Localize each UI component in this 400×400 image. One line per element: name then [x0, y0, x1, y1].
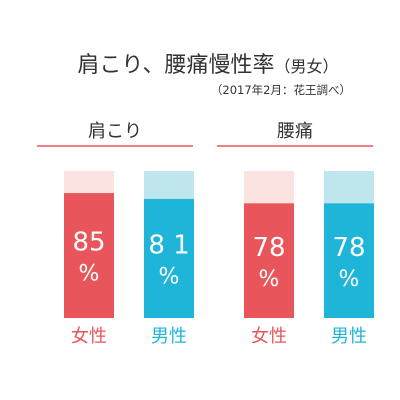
bar-percent-label: % — [339, 267, 360, 292]
bar — [64, 193, 114, 318]
bar — [324, 203, 374, 318]
group-label: 腰痛 — [277, 121, 313, 142]
bar-value-label: 85 — [72, 228, 105, 258]
bar-value-label: 8 1 — [148, 231, 189, 261]
bar — [144, 198, 194, 318]
bar-value-label: 78 — [332, 233, 365, 263]
bar-percent-label: % — [159, 265, 180, 290]
bar — [244, 203, 294, 318]
chart-title-suffix: （男女） — [275, 57, 339, 76]
category-label: 男性 — [331, 326, 367, 347]
bar-group: 肩こり 85% 女性 8 1% 男性 — [37, 121, 194, 347]
chart-title: 肩こり、腰痛慢性率（男女） — [77, 53, 338, 78]
bar-value-label: 78 — [252, 233, 285, 263]
bar-percent-label: % — [259, 267, 280, 292]
chart-title-main: 肩こり、腰痛慢性率 — [77, 53, 274, 78]
category-label: 女性 — [71, 326, 107, 347]
category-label: 女性 — [251, 326, 287, 347]
bar-percent-label: % — [79, 262, 100, 287]
group-label: 肩こり — [88, 121, 142, 142]
chart-subtitle: （2017年2月：花王調べ） — [211, 83, 351, 97]
svg-text:肩こり、腰痛慢性率（男女）: 肩こり、腰痛慢性率（男女） — [77, 53, 338, 78]
bar-group: 腰痛 78% 女性 78% 男性 — [217, 121, 374, 347]
category-label: 男性 — [151, 326, 187, 347]
